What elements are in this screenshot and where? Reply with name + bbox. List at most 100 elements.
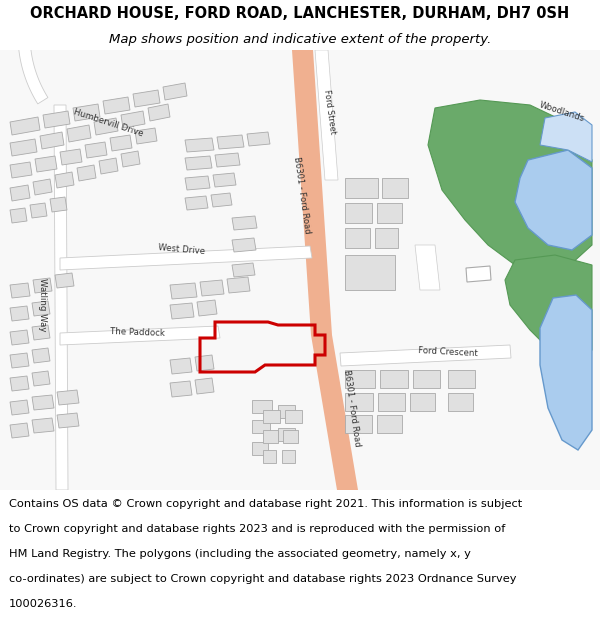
Polygon shape — [73, 104, 100, 121]
Polygon shape — [345, 255, 395, 290]
Polygon shape — [428, 100, 592, 275]
Polygon shape — [77, 165, 96, 181]
Polygon shape — [170, 283, 197, 299]
Text: HM Land Registry. The polygons (including the associated geometry, namely x, y: HM Land Registry. The polygons (includin… — [9, 549, 471, 559]
Polygon shape — [33, 179, 52, 195]
Polygon shape — [252, 400, 272, 413]
Polygon shape — [345, 178, 378, 198]
Polygon shape — [415, 245, 440, 290]
Text: 100026316.: 100026316. — [9, 599, 77, 609]
Polygon shape — [185, 156, 212, 170]
Text: Contains OS data © Crown copyright and database right 2021. This information is : Contains OS data © Crown copyright and d… — [9, 499, 522, 509]
Polygon shape — [375, 228, 398, 248]
Polygon shape — [185, 138, 214, 152]
Polygon shape — [345, 228, 370, 248]
Polygon shape — [94, 118, 118, 135]
Polygon shape — [10, 139, 37, 156]
Polygon shape — [247, 132, 270, 146]
Polygon shape — [170, 303, 194, 319]
Polygon shape — [55, 273, 74, 288]
Polygon shape — [340, 345, 511, 366]
Polygon shape — [57, 390, 79, 405]
Text: Map shows position and indicative extent of the property.: Map shows position and indicative extent… — [109, 32, 491, 46]
Polygon shape — [10, 400, 29, 415]
Polygon shape — [185, 176, 210, 190]
Polygon shape — [32, 348, 50, 363]
Polygon shape — [85, 142, 107, 158]
Polygon shape — [10, 376, 29, 391]
Text: West Drive: West Drive — [158, 244, 206, 256]
Polygon shape — [10, 208, 27, 223]
Polygon shape — [33, 278, 52, 293]
Polygon shape — [10, 117, 40, 135]
Polygon shape — [345, 393, 373, 411]
Polygon shape — [232, 238, 256, 252]
Polygon shape — [232, 216, 257, 230]
Polygon shape — [378, 393, 405, 411]
Polygon shape — [121, 111, 145, 128]
Polygon shape — [60, 149, 82, 165]
Polygon shape — [30, 203, 47, 218]
Polygon shape — [10, 423, 29, 438]
Polygon shape — [263, 410, 280, 423]
Polygon shape — [195, 355, 214, 371]
Polygon shape — [110, 135, 132, 151]
Polygon shape — [10, 185, 30, 201]
Polygon shape — [285, 410, 302, 423]
Polygon shape — [292, 50, 332, 335]
Polygon shape — [67, 125, 91, 142]
Polygon shape — [170, 381, 192, 397]
Polygon shape — [197, 300, 217, 316]
Polygon shape — [466, 266, 491, 282]
Polygon shape — [60, 326, 220, 345]
Text: B6301 - Ford Road: B6301 - Ford Road — [342, 369, 362, 447]
Polygon shape — [133, 90, 160, 107]
Polygon shape — [278, 428, 295, 441]
Polygon shape — [382, 178, 408, 198]
Polygon shape — [185, 196, 208, 210]
Polygon shape — [99, 158, 118, 174]
Text: Humbervill Drive: Humbervill Drive — [72, 107, 144, 139]
Polygon shape — [103, 97, 130, 114]
Polygon shape — [217, 135, 244, 149]
Polygon shape — [54, 105, 68, 490]
Text: Watling Way: Watling Way — [37, 278, 47, 332]
Polygon shape — [252, 442, 268, 455]
Polygon shape — [0, 50, 600, 490]
Polygon shape — [232, 263, 255, 277]
Polygon shape — [57, 413, 79, 428]
Polygon shape — [540, 112, 592, 162]
Polygon shape — [18, 0, 48, 104]
Polygon shape — [263, 450, 276, 463]
Text: Ford Crescent: Ford Crescent — [418, 346, 478, 358]
Polygon shape — [10, 306, 29, 321]
Text: to Crown copyright and database rights 2023 and is reproduced with the permissio: to Crown copyright and database rights 2… — [9, 524, 505, 534]
Polygon shape — [32, 325, 50, 340]
Polygon shape — [200, 280, 224, 296]
Polygon shape — [148, 104, 170, 121]
Polygon shape — [32, 395, 54, 410]
Polygon shape — [32, 418, 54, 433]
Polygon shape — [135, 128, 157, 144]
Polygon shape — [10, 162, 32, 178]
Polygon shape — [345, 370, 375, 388]
Polygon shape — [50, 197, 67, 212]
Polygon shape — [43, 111, 70, 128]
Polygon shape — [448, 370, 475, 388]
Polygon shape — [311, 335, 358, 490]
Polygon shape — [263, 430, 278, 443]
Polygon shape — [377, 415, 402, 433]
Text: Ford Street: Ford Street — [322, 89, 338, 135]
Polygon shape — [377, 203, 402, 223]
Polygon shape — [211, 193, 232, 207]
Polygon shape — [10, 353, 29, 368]
Polygon shape — [278, 405, 295, 418]
Text: The Paddock: The Paddock — [110, 326, 166, 338]
Polygon shape — [10, 330, 29, 345]
Polygon shape — [505, 255, 592, 368]
Polygon shape — [345, 415, 372, 433]
Polygon shape — [252, 420, 270, 433]
Polygon shape — [195, 378, 214, 394]
Polygon shape — [213, 173, 236, 187]
Polygon shape — [10, 283, 30, 298]
